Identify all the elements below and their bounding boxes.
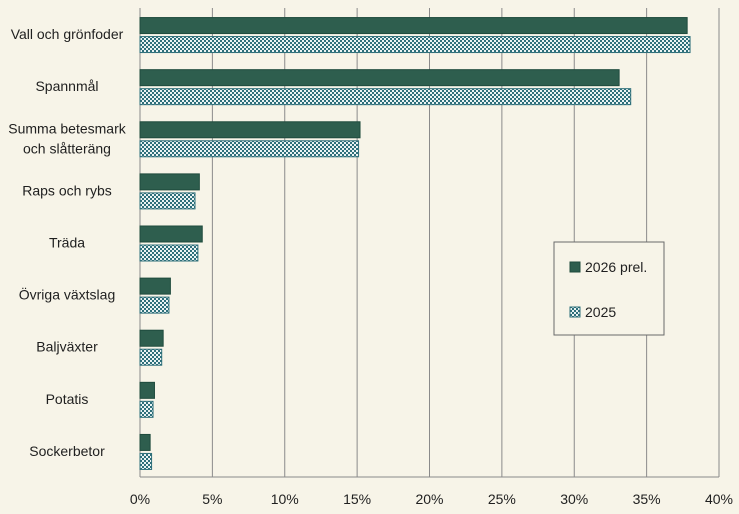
legend-box <box>553 241 665 336</box>
category-label: Övriga växtslag <box>19 286 115 303</box>
x-tick-label: 0% <box>130 491 150 507</box>
x-tick-label: 40% <box>705 491 733 507</box>
category-label: och slåtteräng <box>23 140 111 156</box>
x-tick-label: 10% <box>271 491 299 507</box>
legend-label: 2026 prel. <box>585 259 647 275</box>
bars <box>139 17 691 470</box>
category-label: Vall och grönfoder <box>11 26 124 42</box>
bar <box>139 36 691 54</box>
category-label: Spannmål <box>35 78 98 94</box>
bar <box>139 348 163 366</box>
x-tick-label: 30% <box>560 491 588 507</box>
x-tick-label: 20% <box>415 491 443 507</box>
legend-label: 2025 <box>585 304 616 320</box>
bar <box>139 225 203 243</box>
bar <box>139 192 196 210</box>
bar <box>139 400 154 418</box>
category-label: Raps och rybs <box>22 182 111 198</box>
category-label: Sockerbetor <box>29 443 105 459</box>
bar <box>139 140 360 158</box>
bar <box>139 173 200 191</box>
bar <box>139 244 199 262</box>
bar <box>139 88 632 106</box>
bar <box>139 452 153 470</box>
category-label: Träda <box>49 235 85 251</box>
legend: 2026 prel. 2025 <box>553 241 665 336</box>
x-tick-label: 25% <box>488 491 516 507</box>
category-label: Summa betesmark <box>8 120 126 136</box>
category-labels: Vall och grönfoder Spannmål Summa betesmar… <box>8 26 126 459</box>
legend-swatch <box>569 306 581 318</box>
bar <box>139 433 151 451</box>
legend-swatch <box>569 261 581 273</box>
x-tick-labels: 0% 5% 10% 15% 20% 25% 30% 35% 40% <box>130 491 733 507</box>
bar <box>139 381 155 399</box>
x-tick-label: 15% <box>343 491 371 507</box>
bar <box>139 329 164 347</box>
x-tick-label: 35% <box>633 491 661 507</box>
category-label: Baljväxter <box>36 339 98 355</box>
x-tick-label: 5% <box>202 491 222 507</box>
bar <box>139 69 620 87</box>
bar <box>139 277 171 295</box>
bar <box>139 17 688 35</box>
category-label: Potatis <box>46 391 89 407</box>
bar <box>139 296 170 314</box>
bar <box>139 121 361 139</box>
